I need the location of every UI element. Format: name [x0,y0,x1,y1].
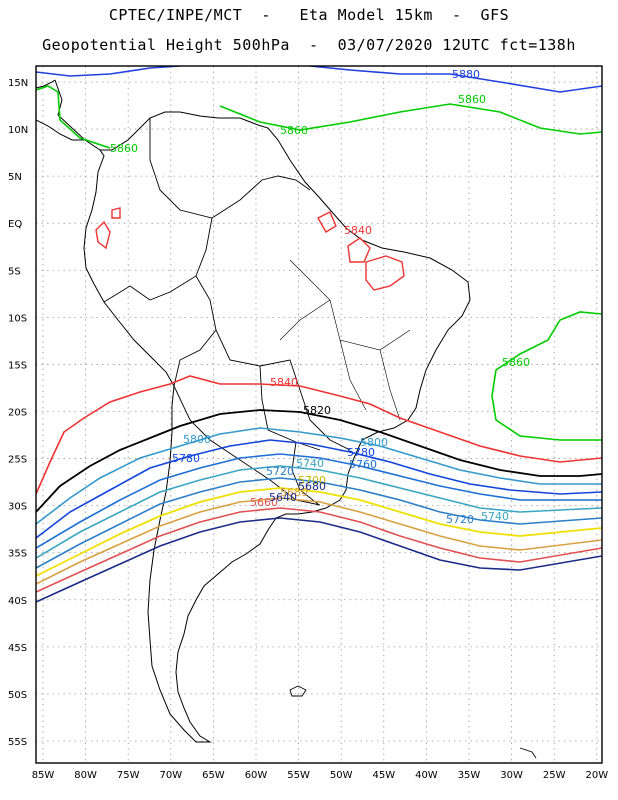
lon-tick-label: 45W [372,770,395,781]
contour-labels: 5880 5860 5860 5860 5860 5840 5840 5820 … [110,68,530,526]
contour-5700 [36,487,602,577]
contour-5740 [36,465,602,559]
label-5740-a: 5740 [296,457,324,470]
lon-tick-label: 25W [543,770,566,781]
latitude-labels: 15N 10N 5N EQ 5S 10S 15S 20S 25S 30S 35S 40S 45S 50S 5… [8,78,28,748]
label-5720-a: 5720 [266,465,294,478]
lat-tick-label: 15N [8,78,28,89]
contour-5820 [36,409,602,513]
label-5800-a: 5800 [183,433,211,446]
falkland-islands [289,685,307,697]
label-5840-a: 5840 [344,224,372,237]
lat-tick-label: 40S [8,596,27,607]
lon-tick-label: 60W [245,770,268,781]
lat-tick-label: 50S [8,690,27,701]
south-america-coastline [54,79,471,743]
contour-5680 [36,497,602,585]
lat-tick-label: 15S [8,360,27,371]
lon-tick-label: 50W [330,770,353,781]
contour-5840 [36,375,602,495]
lon-tick-label: 85W [32,770,55,781]
plot-frame [35,65,603,764]
central-america-coastline [36,79,85,141]
longitude-labels: 85W 80W 75W 70W 65W 60W 55W 50W 45W 40W 35W 30W 25W 2… [32,770,609,781]
label-5780-a: 5780 [172,452,200,465]
contour-5800 [36,427,602,525]
lon-tick-label: 30W [500,770,523,781]
label-5860-c: 5860 [110,142,138,155]
label-5680-b: 5680 [298,480,326,493]
label-5840-b: 5840 [270,376,298,389]
lat-tick-label: 20S [8,407,27,418]
lon-tick-label: 20W [585,770,608,781]
label-5800-b: 5800 [360,436,388,449]
label-5780-b: 5780 [347,446,375,459]
label-5860-a: 5860 [458,93,486,106]
label-5740-b: 5740 [481,510,509,523]
lat-tick-label: 5N [8,172,22,183]
lat-tick-label: 35S [8,549,27,560]
map-title-line2: Geopotential Height 500hPa - 03/07/2020 … [42,36,576,54]
contour-5780 [36,439,602,539]
lat-tick-label: 25S [8,455,27,466]
contour-5880 [36,66,602,93]
lat-tick-label: 55S [8,737,27,748]
lon-tick-label: 35W [458,770,481,781]
label-5860-b: 5860 [280,124,308,137]
lon-tick-label: 70W [159,770,182,781]
contour-5720 [36,477,602,569]
label-5660: 5660 [250,496,278,509]
contour-5860-north [36,85,602,149]
lat-tick-label: 30S [8,502,27,513]
lon-tick-label: 40W [415,770,438,781]
contour-5640 [36,517,602,603]
lon-tick-label: 65W [202,770,225,781]
map-title-line1: CPTEC/INPE/MCT - Eta Model 15km - GFS [108,6,510,24]
lat-tick-label: 5S [8,266,21,277]
country-borders [103,118,351,506]
label-5760: 5760 [349,458,377,471]
label-5700: 5700 [298,474,326,487]
label-5880: 5880 [452,68,480,81]
lat-tick-label: EQ [8,219,22,230]
contour-5660 [36,507,602,593]
south-georgia [519,747,537,759]
label-5820: 5820 [303,404,331,417]
lon-tick-label: 75W [117,770,140,781]
label-5860-d: 5860 [502,356,530,369]
label-5680-a: 5680 [280,486,308,499]
state-borders [279,259,411,421]
label-5720-b: 5720 [446,513,474,526]
lat-tick-label: 45S [8,643,27,654]
lat-tick-label: 10N [8,125,28,136]
contour-5840-closed-north [95,207,405,291]
label-5640: 5640 [269,491,297,504]
lon-tick-label: 80W [74,770,97,781]
lon-tick-label: 55W [287,770,310,781]
lat-tick-label: 10S [8,313,27,324]
contour-5860-atlantic [491,311,602,441]
contour-5760 [36,453,602,549]
